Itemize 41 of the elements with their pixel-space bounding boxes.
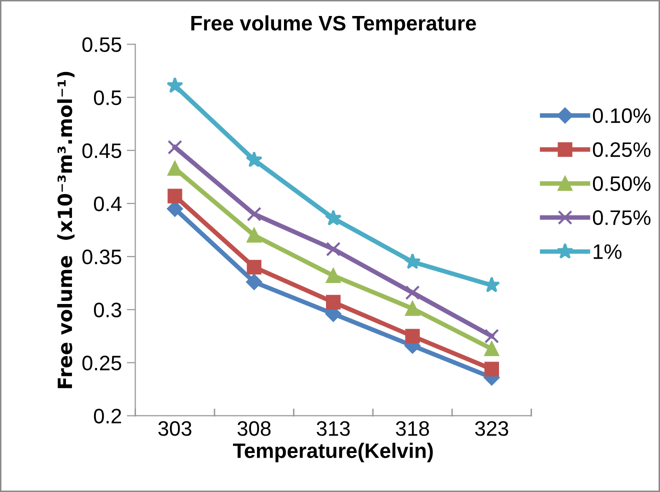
point [326, 242, 341, 256]
point [326, 294, 341, 310]
point [405, 301, 420, 316]
y-tick-label: 0.4 [94, 196, 122, 212]
point [166, 76, 184, 93]
legend-label: 0.75% [592, 210, 650, 226]
y-tick-label: 0.3 [94, 302, 122, 318]
legend-label: 0.25% [592, 142, 650, 158]
x-tick-label: 313 [316, 421, 350, 436]
y-tick-label: 0.5 [94, 90, 122, 106]
point [168, 188, 182, 204]
y-axis-title: Free volume (x10⁻³m³.mol⁻¹) [57, 72, 75, 388]
point [405, 328, 420, 344]
point [246, 206, 262, 222]
x-tick-label: 318 [396, 421, 429, 436]
x-tick-label: 303 [158, 421, 192, 436]
point [484, 328, 499, 344]
legend-label: 0.50% [592, 176, 650, 192]
point [324, 210, 342, 226]
legend-label: 0.10% [592, 108, 650, 124]
legend-label: 1% [594, 244, 622, 259]
point [405, 285, 420, 300]
point [326, 268, 341, 283]
y-tick-label: 0.45 [82, 143, 122, 158]
y-tick-label: 0.35 [82, 250, 122, 264]
y-tick-label: 0.55 [82, 37, 122, 52]
point [246, 228, 262, 243]
y-tick-label: 0.25 [82, 356, 122, 370]
point [168, 161, 182, 176]
x-tick-label: 308 [238, 421, 271, 436]
chart-title: Free volume VS Temperature [191, 15, 476, 35]
point [404, 253, 421, 270]
point [484, 342, 499, 356]
point [246, 274, 262, 290]
point [246, 151, 262, 168]
point [246, 260, 262, 274]
point [168, 140, 182, 155]
x-tick-label: 323 [475, 421, 508, 436]
x-axis-title: Temperature(Kelvin) [233, 442, 433, 462]
point [484, 362, 499, 376]
y-tick-label: 0.2 [94, 408, 122, 424]
